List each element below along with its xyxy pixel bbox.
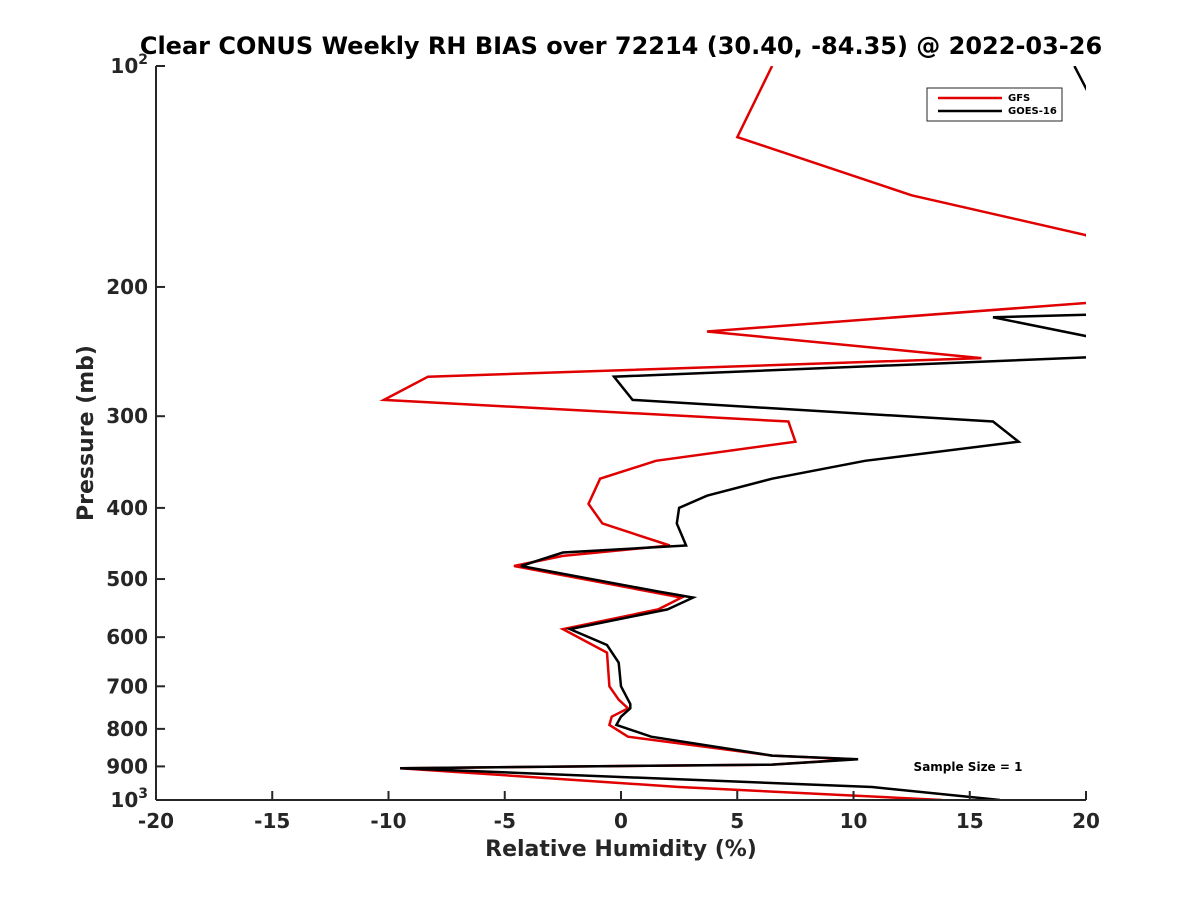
x-axis-label: Relative Humidity (%) [485,837,757,862]
y-tick-label: 600 [106,625,148,649]
x-tick-label: 15 [956,809,984,833]
y-tick-label: 500 [106,567,148,591]
y-tick-label: 103 [110,786,148,812]
x-tick-label: 20 [1072,809,1100,833]
axes [155,65,1087,801]
legend-label-gfs: GFS [1008,93,1030,104]
x-tick-label: -15 [254,809,290,833]
x-tick-label: -20 [138,809,174,833]
x-tick-label: 10 [840,809,868,833]
y-tick-label: 900 [106,754,148,778]
chart-title: Clear CONUS Weekly RH BIAS over 72214 (3… [140,32,1102,60]
y-tick-labels: 102 200 300 400 500 600 700 800 900 103 [106,52,148,812]
series-line-goes-16 [400,66,1086,800]
x-tick-label: 5 [730,809,744,833]
x-tick-label: -10 [370,809,406,833]
series-layer [379,66,1086,800]
y-tick-label: 700 [106,674,148,698]
series-line-gfs [379,66,1086,800]
sample-size-annotation: Sample Size = 1 [914,760,1023,774]
legend-label-goes16: GOES-16 [1008,106,1057,117]
legend: GFS GOES-16 [926,87,1063,122]
y-tick-label: 102 [110,52,148,78]
y-tick-label: 400 [106,496,148,520]
y-tick-label: 200 [106,275,148,299]
x-tick-label: -5 [494,809,516,833]
y-tick-label: 800 [106,717,148,741]
legend-box [926,87,1063,122]
x-tick-label: 0 [614,809,628,833]
y-tick-label: 300 [106,404,148,428]
y-axis-label: Pressure (mb) [74,345,99,521]
x-tick-labels: -20 -15 -10 -5 0 5 10 15 20 [138,809,1100,833]
